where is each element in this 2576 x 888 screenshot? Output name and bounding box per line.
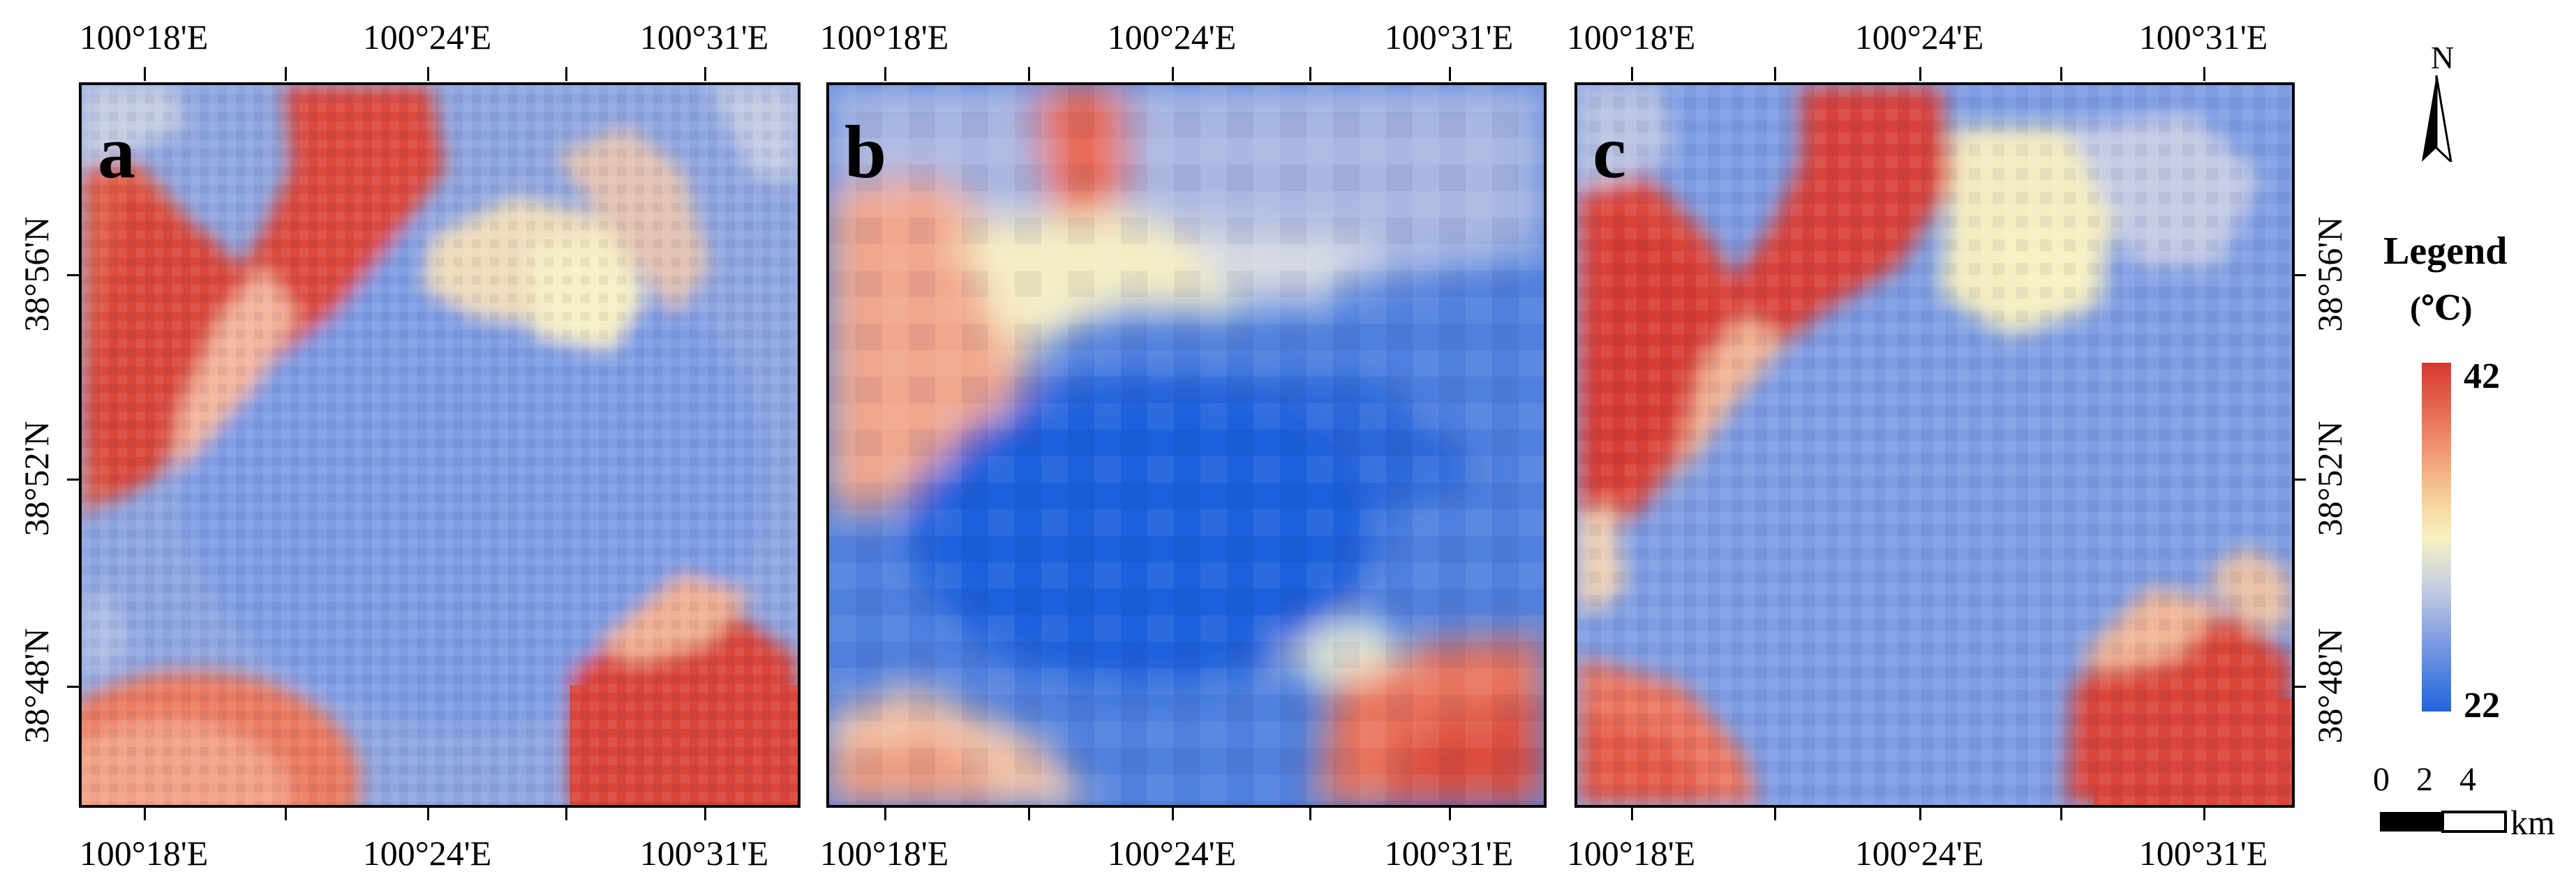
scale-bar (2380, 811, 2507, 833)
north-label: N (2431, 40, 2455, 75)
scale-bar-unit: km (2510, 803, 2555, 842)
top-lon-label-a-2: 100°24'E (362, 17, 492, 57)
lst-raster-c (1577, 85, 2292, 805)
panel-label-a: a (98, 111, 135, 194)
right-lat-label-2: 38°52'N (2310, 421, 2349, 536)
scale-tick-0: 0 (2373, 761, 2390, 798)
bottom-lon-label-c-2: 100°24'E (1854, 834, 1984, 873)
top-lon-label-c-2: 100°24'E (1854, 17, 1984, 57)
north-arrow-icon (2422, 75, 2452, 162)
top-lon-label-b-1: 100°18'E (819, 17, 949, 57)
legend-color-ramp (2422, 363, 2451, 712)
left-lat-label-2: 38°52'N (17, 421, 56, 536)
top-lon-label-a-1: 100°18'E (79, 17, 209, 57)
bottom-lon-label-a-2: 100°24'E (362, 834, 492, 873)
top-lon-label-c-1: 100°18'E (1566, 17, 1696, 57)
legend-title: Legend (2383, 229, 2508, 273)
bottom-lon-label-b-1: 100°18'E (819, 834, 949, 873)
bottom-lon-label-b-3: 100°31'E (1384, 834, 1514, 873)
top-lon-label-b-3: 100°31'E (1384, 17, 1514, 57)
top-lon-label-c-3: 100°31'E (2138, 17, 2268, 57)
bottom-lon-label-a-3: 100°31'E (639, 834, 769, 873)
legend-min-label: 22 (2464, 686, 2500, 725)
top-lon-label-a-3: 100°31'E (639, 17, 769, 57)
top-lon-label-b-2: 100°24'E (1107, 17, 1237, 57)
lst-raster-b (829, 85, 1544, 805)
lst-raster-a (82, 85, 798, 805)
left-lat-label-3: 38°48'N (17, 628, 56, 744)
panel-label-b: b (844, 111, 887, 194)
map-panel-c (1574, 82, 2295, 808)
bottom-lon-label-b-2: 100°24'E (1107, 834, 1237, 873)
left-lat-label-1: 38°56'N (17, 216, 56, 332)
scale-tick-4: 4 (2459, 761, 2476, 798)
right-lat-label-3: 38°48'N (2310, 628, 2349, 744)
bottom-lon-label-c-1: 100°18'E (1566, 834, 1696, 873)
bottom-lon-label-c-3: 100°31'E (2138, 834, 2268, 873)
bottom-lon-label-a-1: 100°18'E (79, 834, 209, 873)
right-lat-label-1: 38°56'N (2310, 216, 2349, 332)
legend-unit: (℃) (2410, 290, 2473, 327)
legend-max-label: 42 (2464, 356, 2500, 396)
panel-label-c: c (1593, 111, 1626, 194)
map-panel-a (79, 82, 801, 808)
map-panel-b (826, 82, 1547, 808)
scale-tick-2: 2 (2416, 761, 2433, 798)
